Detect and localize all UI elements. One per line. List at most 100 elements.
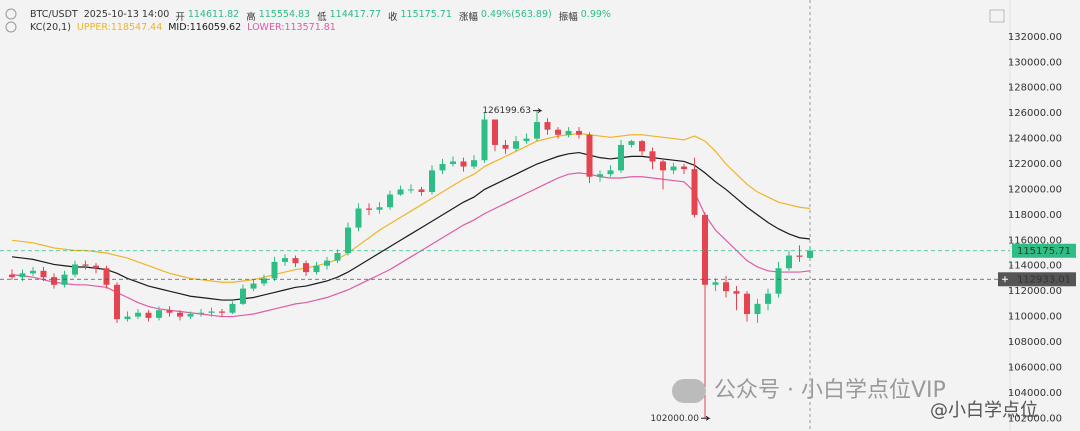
kc-line [11, 172, 811, 318]
watermark: 公众号 · 小白学点位VIP [672, 372, 946, 404]
y-tick-label: 130000.00 [1008, 57, 1062, 68]
indicator-item: UPPER:118547.44 [77, 22, 162, 33]
candle-body [177, 312, 183, 317]
eye-icon[interactable] [5, 21, 17, 33]
candle-body [51, 277, 57, 285]
candle-body [754, 303, 761, 315]
candle-body [93, 265, 99, 269]
price-annotation: 126199.63 [482, 106, 531, 116]
candle-body [628, 141, 635, 145]
candle-body [187, 314, 194, 317]
candle-body [450, 161, 456, 165]
field-value: 115175.71 [400, 9, 452, 20]
candle-body [670, 166, 677, 171]
candle-body [555, 129, 561, 135]
eye-icon[interactable] [5, 8, 17, 20]
candle-body [250, 283, 257, 289]
candle-body [240, 288, 246, 304]
wechat-icon [672, 379, 706, 403]
annotation-arrow [701, 415, 711, 421]
candle-body [523, 138, 530, 142]
candle-body [744, 293, 750, 315]
indicator-values: UPPER:118547.44 MID:116059.62 LOWER:113571… [77, 22, 336, 33]
candle-body [324, 260, 330, 266]
candle-body [313, 265, 320, 273]
candle-body [565, 130, 572, 135]
candle-body [145, 312, 152, 318]
candle-body [366, 208, 372, 210]
field-label: 收 [387, 12, 398, 23]
field-label: 高 [246, 12, 256, 23]
candle-body [639, 141, 645, 152]
candle-body [796, 255, 803, 257]
field-value: 114611.82 [187, 9, 240, 20]
candle-body [355, 208, 362, 228]
y-tick-label: 124000.00 [1008, 134, 1062, 145]
y-tick-label: 106000.00 [1008, 362, 1062, 373]
kc-line [11, 151, 811, 301]
field-value: 0.99% [580, 9, 611, 20]
candle-body [156, 310, 162, 318]
candle-body [82, 264, 89, 266]
candle-body [40, 270, 47, 278]
field-label: 涨幅 [458, 12, 478, 23]
candle-body [135, 312, 141, 317]
candle-body [345, 227, 351, 254]
kc-line [11, 132, 811, 283]
y-tick-label: 112000.00 [1008, 286, 1062, 297]
candle-body [733, 291, 740, 294]
candle-body [229, 303, 236, 313]
y-tick-label: 114000.00 [1008, 261, 1062, 272]
indicator-value: 116059.62 [189, 22, 242, 33]
y-tick-label: 126000.00 [1008, 108, 1062, 119]
y-tick-label: 108000.00 [1008, 337, 1062, 348]
field-label: 开 [175, 12, 185, 23]
candle-body [544, 122, 551, 130]
candle-body [691, 169, 698, 215]
candle-body [765, 293, 771, 304]
y-tick-label: 122000.00 [1008, 159, 1062, 170]
indicator-header: KC(20,1) UPPER:118547.44 MID:116059.62 LOW… [30, 22, 336, 33]
candle-body [387, 194, 393, 208]
candle-body [660, 161, 666, 171]
candle-body [334, 253, 341, 261]
candle-body [439, 164, 446, 171]
candle-body [418, 189, 425, 192]
candle-body [271, 261, 278, 279]
candle-body [513, 141, 519, 149]
candle-body [219, 311, 225, 313]
candle-body [586, 134, 593, 177]
candle-body [723, 282, 729, 292]
candle-body [292, 258, 299, 264]
candle-body [303, 263, 309, 273]
candle-body [408, 189, 414, 191]
field-label: 低 [317, 12, 327, 23]
y-tick-label: 120000.00 [1008, 184, 1062, 195]
indicator-label: LOWER: [247, 22, 285, 33]
candle-body [114, 284, 120, 320]
candle-body [460, 161, 467, 167]
last-price-tag [1012, 243, 1076, 258]
candle-body [597, 174, 603, 177]
candle-body [198, 312, 204, 315]
y-tick-label: 128000.00 [1008, 83, 1062, 94]
last-price-label: 115175.71 [1017, 246, 1071, 257]
settings-icon[interactable] [989, 9, 1005, 23]
field-label: 振幅 [558, 12, 578, 23]
candle-body [618, 144, 624, 171]
candle-body [261, 278, 267, 284]
candle-body [576, 130, 582, 135]
y-tick-label: 102000.00 [1008, 413, 1062, 424]
candle-body [376, 207, 383, 210]
candle-body [775, 268, 782, 294]
indicator-label: UPPER: [76, 22, 111, 33]
candle-body [471, 160, 477, 167]
indicator-name: KC(20,1) [30, 22, 71, 33]
candle-body [502, 144, 509, 149]
indicator-value: 113571.81 [284, 22, 336, 33]
candle-body [282, 258, 288, 262]
y-tick-label: 132000.00 [1008, 32, 1062, 43]
